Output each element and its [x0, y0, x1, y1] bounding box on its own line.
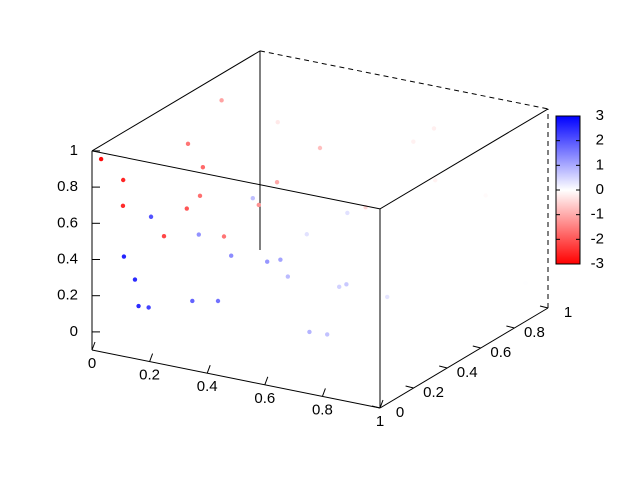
colorbar-tick-label: 2 [596, 132, 604, 149]
y-tick [371, 405, 381, 409]
y-tick-label: 1 [564, 304, 572, 321]
y-tick-label: 0 [396, 404, 404, 421]
point [285, 274, 291, 279]
y-tick [472, 345, 481, 349]
colorbar-tick-label: -2 [591, 230, 604, 247]
y-tick-label: 0.8 [524, 324, 545, 341]
x-tick [321, 388, 326, 397]
y-tick [506, 325, 515, 329]
x-tick [206, 365, 211, 374]
x-tick [379, 399, 384, 409]
point [250, 196, 255, 201]
colorbar-tick-label: -3 [591, 255, 604, 272]
x-tick-label: 0.4 [197, 378, 218, 395]
colorbar-tick-label: 1 [596, 156, 604, 173]
point [337, 284, 342, 290]
point [304, 232, 309, 237]
point [344, 282, 349, 287]
x-tick-label: 0 [88, 355, 96, 372]
y-tick-label: 0.4 [457, 364, 478, 381]
point [274, 180, 280, 185]
point [161, 234, 167, 239]
y-tick-label: 0.2 [423, 384, 444, 401]
box-edge [91, 349, 381, 409]
x-tick [264, 376, 269, 385]
point [132, 277, 138, 282]
point [275, 119, 280, 125]
z-tick-label: 0.2 [57, 287, 78, 304]
box-edge [379, 307, 549, 409]
point [431, 126, 437, 131]
x-tick-label: 0.8 [312, 401, 333, 418]
y-tick [439, 365, 448, 369]
point [229, 253, 234, 258]
point [121, 254, 127, 259]
point [278, 257, 283, 262]
point [265, 259, 270, 264]
point [146, 305, 151, 310]
point [325, 332, 330, 337]
point [411, 139, 416, 144]
point [136, 303, 141, 309]
z-tick-label: 0.8 [57, 178, 78, 195]
point [256, 202, 261, 208]
x-tick-label: 1 [376, 413, 384, 430]
point [523, 280, 528, 286]
point [215, 298, 221, 304]
point [196, 232, 201, 237]
point [385, 294, 390, 300]
z-tick-label: 1 [70, 142, 78, 159]
x-tick-label: 0.6 [254, 390, 275, 407]
z-tick-label: 0.4 [57, 250, 78, 267]
colorbar-tick-label: 0 [596, 181, 604, 198]
point [317, 145, 323, 151]
x-tick-label: 0.2 [139, 367, 160, 384]
y-tick [539, 305, 549, 309]
colorbar-tick-label: -1 [591, 206, 604, 223]
point [200, 165, 206, 170]
point [120, 203, 126, 209]
box-edge [91, 50, 261, 152]
point [219, 98, 224, 103]
point [185, 141, 191, 147]
point [148, 214, 154, 219]
y-tick-label: 0.6 [490, 344, 511, 361]
point [190, 298, 195, 304]
y-tick [405, 385, 414, 389]
point [345, 210, 350, 216]
x-tick [91, 341, 96, 351]
point [483, 193, 488, 198]
x-tick [149, 353, 154, 362]
point [197, 193, 203, 199]
box-edge [379, 108, 549, 210]
z-tick-label: 0.6 [57, 214, 78, 231]
point [221, 234, 227, 239]
box-edge [259, 50, 549, 110]
point [184, 206, 189, 211]
z-tick-label: 0 [70, 323, 78, 340]
box-edge [91, 150, 381, 210]
point [98, 156, 104, 162]
point [307, 329, 312, 335]
colorbar-tick-label: 3 [596, 107, 604, 124]
point [121, 177, 126, 183]
point [433, 178, 438, 183]
